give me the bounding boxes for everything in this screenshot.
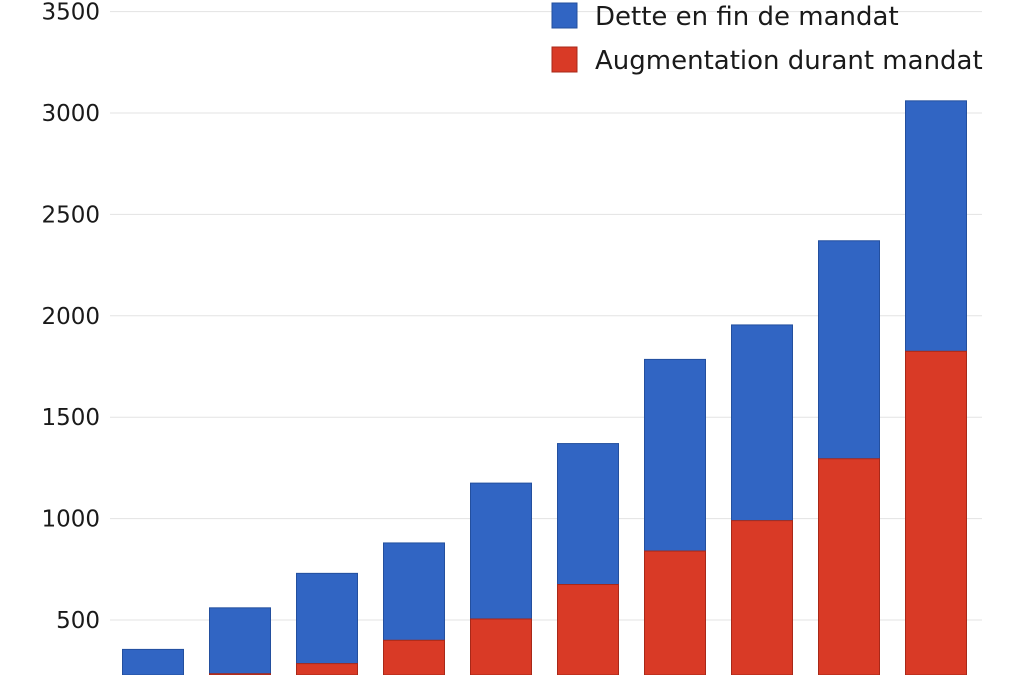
y-tick-label: 1000 <box>41 507 100 533</box>
legend-label-debt: Dette en fin de mandat <box>595 2 899 32</box>
bar-debt-end-of-term <box>296 572 358 675</box>
legend: Dette en fin de mandat Augmentation dura… <box>551 2 983 76</box>
legend-swatch-debt <box>551 2 578 29</box>
bars <box>122 100 967 675</box>
y-axis-ticks: 500 1000 1500 2000 2500 3000 3500 <box>41 0 100 634</box>
y-tick-label: 500 <box>56 608 100 634</box>
bar-increase-during-term <box>905 350 967 675</box>
bar-increase-during-term <box>818 458 880 675</box>
bar-increase-during-term <box>644 550 706 675</box>
y-tick-label: 1500 <box>41 405 100 431</box>
bar-increase-during-term <box>557 584 619 675</box>
y-tick-label: 3500 <box>41 0 100 26</box>
bar-increase-during-term <box>731 520 793 675</box>
bar-increase-during-term <box>296 663 358 675</box>
y-tick-label: 2000 <box>41 304 100 330</box>
bar-increase-during-term <box>209 673 271 675</box>
bar-increase-during-term <box>470 618 532 675</box>
bar-debt-end-of-term <box>209 607 271 675</box>
bar-increase-during-term <box>383 639 445 675</box>
y-tick-label: 2500 <box>41 202 100 228</box>
y-tick-label: 3000 <box>41 101 100 127</box>
gridlines <box>110 11 982 621</box>
legend-swatch-increase <box>551 46 578 73</box>
bar-debt-end-of-term <box>122 648 184 675</box>
legend-label-increase: Augmentation durant mandat <box>595 46 983 76</box>
